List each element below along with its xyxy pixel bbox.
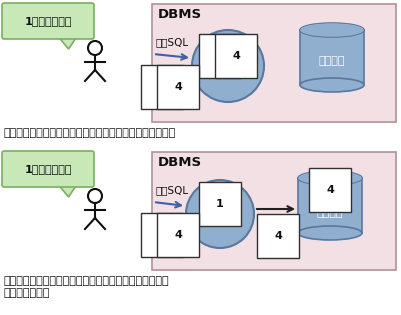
Ellipse shape: [298, 226, 362, 240]
FancyBboxPatch shape: [152, 152, 396, 270]
Ellipse shape: [300, 23, 364, 37]
Ellipse shape: [298, 171, 362, 185]
Text: 1: 1: [216, 51, 224, 61]
Text: 4: 4: [274, 231, 282, 241]
Text: 1: 1: [158, 230, 166, 240]
Text: 1と㒾が欲しい: 1と㒾が欲しい: [24, 16, 72, 26]
Text: 4: 4: [174, 82, 182, 92]
Circle shape: [186, 180, 254, 248]
Text: 1: 1: [158, 82, 166, 92]
Text: メモリ: メモリ: [210, 216, 230, 226]
FancyBboxPatch shape: [300, 30, 364, 85]
FancyBboxPatch shape: [2, 3, 94, 39]
Circle shape: [192, 30, 264, 102]
Text: 検索SQL: 検索SQL: [155, 37, 188, 47]
Text: DBMS: DBMS: [158, 156, 202, 169]
Text: メモリにデータがなくて、ディスクまで検索しなければ
ならないと遅い: メモリにデータがなくて、ディスクまで検索しなければ ならないと遅い: [4, 276, 170, 298]
Polygon shape: [59, 185, 77, 197]
Text: ディスク: ディスク: [317, 209, 343, 219]
Polygon shape: [59, 37, 77, 49]
Text: メモリに存在するデータだけで結果が返せると非常に速い: メモリに存在するデータだけで結果が返せると非常に速い: [4, 128, 176, 138]
Text: 4: 4: [174, 230, 182, 240]
Ellipse shape: [300, 78, 364, 92]
FancyBboxPatch shape: [152, 4, 396, 122]
FancyBboxPatch shape: [298, 178, 362, 233]
Text: 4: 4: [326, 185, 334, 195]
Text: メモリ: メモリ: [218, 68, 238, 78]
Ellipse shape: [298, 171, 362, 185]
Text: ディスク: ディスク: [319, 56, 345, 66]
Text: DBMS: DBMS: [158, 8, 202, 21]
Text: 1: 1: [216, 199, 224, 209]
FancyBboxPatch shape: [2, 151, 94, 187]
Text: 4: 4: [232, 51, 240, 61]
Text: 検索SQL: 検索SQL: [155, 185, 188, 195]
Text: 1と㒾が欲しい: 1と㒾が欲しい: [24, 164, 72, 174]
Ellipse shape: [300, 23, 364, 37]
